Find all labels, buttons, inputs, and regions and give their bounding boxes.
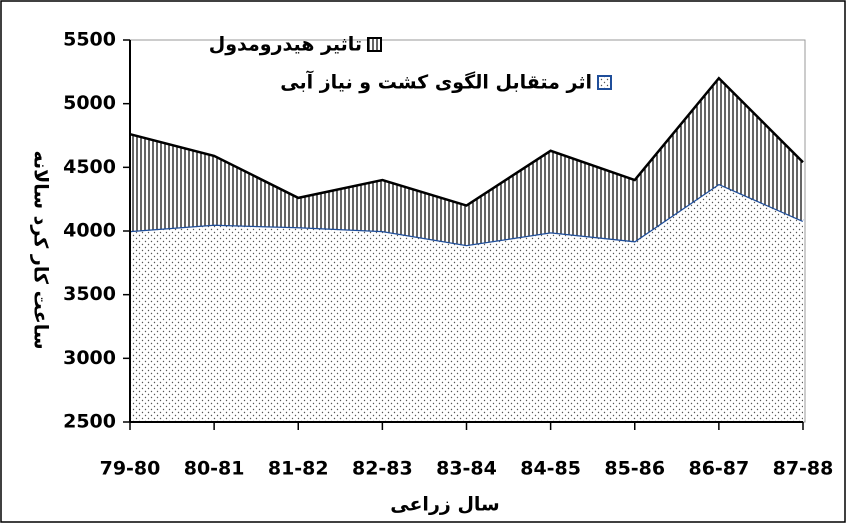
legend-label: تاثیر هیدرومدول [209,34,362,56]
x-tick-label: 87-88 [773,458,834,480]
legend-label: اثر متقابل الگوی کشت و نیاز آبی [280,70,592,94]
x-tick-label: 83-84 [436,458,497,480]
legend-swatch [597,75,612,90]
x-tick-label: 81-82 [268,458,329,480]
x-tick-label: 84-85 [520,458,581,480]
area [130,78,803,246]
y-tick-label: 3000 [63,347,116,369]
y-axis-title: ساعت کار کرد سالانه [30,150,52,349]
y-tick-label: 3500 [63,283,116,305]
x-tick-label: 86-87 [688,458,749,480]
legend-swatch [367,37,382,52]
y-tick-label: 2500 [63,411,116,433]
y-tick-label: 4000 [63,220,116,242]
area [130,183,803,422]
area-line [129,76,804,207]
x-tick-label: 79-80 [100,458,161,480]
x-tick-label: 82-83 [352,458,413,480]
x-tick-label: 85-86 [604,458,665,480]
y-tick-label: 4500 [63,156,116,178]
y-tick-label: 5500 [63,29,116,51]
x-axis-title: سال زراعی [390,494,500,516]
y-tick-label: 5000 [63,92,116,114]
x-tick-label: 80-81 [184,458,245,480]
